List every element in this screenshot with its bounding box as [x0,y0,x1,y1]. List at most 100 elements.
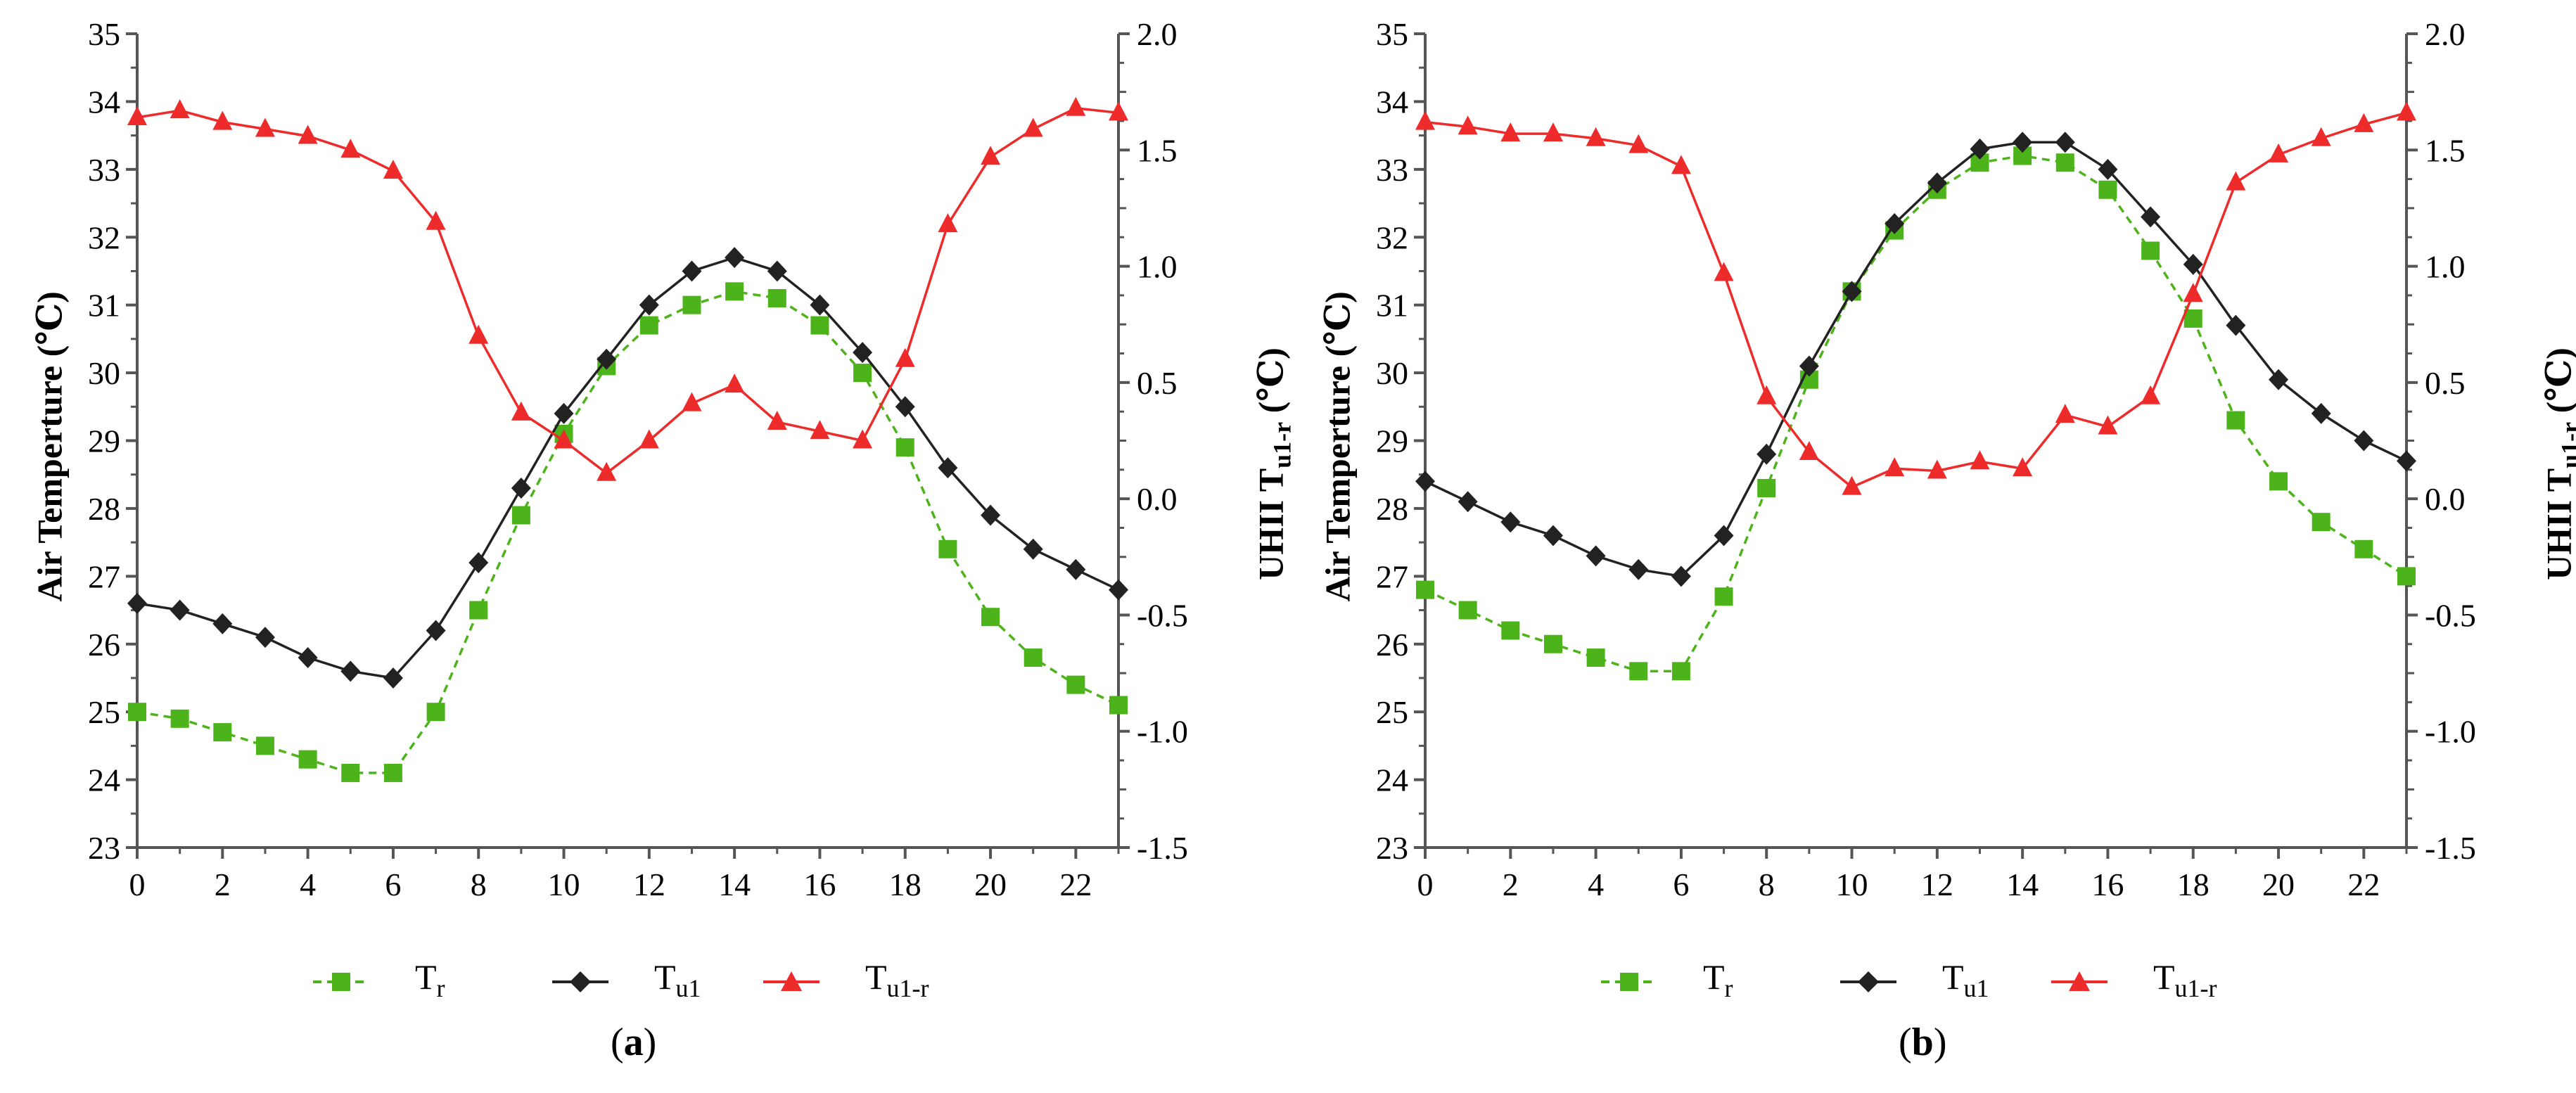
data-point-u1-r [767,411,787,430]
y-tick-label-right: 0.0 [2425,481,2466,517]
data-point-u1-r [255,117,275,137]
data-point-r [426,703,445,722]
data-point-u1-r [2226,171,2246,191]
panel-caption-b: (b) [1899,1021,1947,1064]
data-point-u1 [2397,450,2416,472]
data-point-r [1501,621,1520,640]
data-point-u1-r [2141,385,2161,404]
x-tick-label: 8 [471,867,487,902]
data-point-r [128,703,146,722]
data-point-r [1024,648,1042,667]
x-tick-label: 0 [129,867,146,902]
x-tick-label: 16 [2091,867,2124,902]
data-point-u1 [2226,314,2246,336]
y-tick-label-right: 1.5 [1137,132,1178,168]
data-point-u1-r [2354,113,2374,132]
data-point-u1-r [2013,457,2033,477]
x-tick-label: 22 [2347,867,2380,902]
x-tick-label: 6 [385,867,401,902]
data-point-u1 [2098,158,2118,180]
data-point-u1 [1799,355,1819,377]
data-point-u1 [1927,172,1947,194]
data-point-u1-r [1628,134,1649,153]
data-point-u1 [468,552,489,574]
data-point-u1 [981,504,1001,526]
data-point-r [1416,580,1434,599]
y-tick-label-left: 31 [88,288,120,324]
data-point-u1 [1023,538,1043,560]
data-point-r [213,723,232,742]
data-point-r [2183,309,2202,328]
data-point-r [2397,567,2416,586]
data-point-u1-r [468,324,489,344]
series-line-u1-r [1424,111,2407,489]
y-tick-label-left: 26 [1376,627,1408,663]
y-tick-label-left: 32 [1376,219,1408,255]
data-point-r [2354,539,2373,558]
data-point-u1 [511,477,531,499]
data-point-u1 [1109,579,1128,601]
y-tick-label-left: 23 [88,830,120,866]
data-point-u1 [2269,369,2289,390]
x-tick-label: 22 [1059,867,1092,902]
data-point-r [1671,662,1690,681]
data-point-r [1458,601,1477,620]
data-point-u1 [383,667,403,689]
data-point-r [2269,472,2288,491]
data-point-r [1109,696,1128,715]
data-point-u1-r [1970,450,1990,470]
data-point-u1 [298,647,318,669]
data-point-u1-r [212,110,233,130]
chart-svg-a: 23242526272829303132333435-1.5-1.0-0.50.… [88,16,1188,902]
y-tick-label-right: 0.0 [1137,481,1178,517]
data-point-u1-r [383,160,403,179]
y-tick-label-left: 25 [1376,694,1408,730]
data-point-u1 [853,342,873,364]
data-point-r [1714,587,1733,606]
data-point-u1-r [298,124,318,144]
y-tick-label-left: 33 [1376,152,1408,188]
data-point-u1 [1415,471,1435,492]
data-point-u1-r [1109,101,1128,121]
data-point-r [938,539,957,558]
data-point-u1 [1543,525,1563,546]
x-tick-label: 20 [974,867,1007,902]
data-point-u1-r [1023,117,1043,137]
x-tick-label: 0 [1417,867,1434,902]
x-tick-label: 6 [1673,867,1689,902]
y-tick-label-left: 34 [1376,84,1408,120]
x-tick-label: 12 [1921,867,1953,902]
y-tick-label-left: 26 [88,627,120,663]
legend-swatch-tu1r [2051,971,2108,991]
chart-svg-b: 23242526272829303132333435-1.5-1.0-0.50.… [1376,16,2476,902]
x-tick-label: 10 [1836,867,1868,902]
y-tick-label-left: 29 [88,423,120,459]
data-point-r [2226,411,2245,430]
y-tick-label-right: 1.5 [2425,132,2466,168]
x-tick-label: 8 [1759,867,1775,902]
legend: Tr Tu1 Tu1-r [310,957,1013,1006]
data-point-u1 [212,613,233,634]
data-point-u1 [1842,281,1862,302]
data-point-u1-r [1543,122,1563,142]
y-tick-label-right: 2.0 [1137,16,1178,52]
data-point-u1 [255,627,275,648]
series-line-r [1424,154,2407,673]
x-tick-label: 14 [2006,867,2039,902]
data-point-u1 [1628,558,1649,580]
data-point-u1-r [426,210,446,230]
data-point-u1-r [2397,101,2416,121]
legend-swatch-tu1 [1840,971,1896,992]
data-point-u1-r [170,99,190,119]
data-point-u1-r [2269,143,2289,162]
x-tick-label: 16 [803,867,836,902]
data-point-u1 [1714,525,1734,546]
data-point-u1 [1066,558,1086,580]
data-point-u1-r [981,146,1001,165]
y-tick-label-left: 34 [88,84,120,120]
data-point-u1-r [1671,155,1691,174]
data-point-u1-r [554,429,574,449]
y-tick-label-right: 0.5 [2425,365,2466,401]
y-tick-label-right: -1.5 [1137,830,1188,866]
data-point-u1 [127,592,147,614]
